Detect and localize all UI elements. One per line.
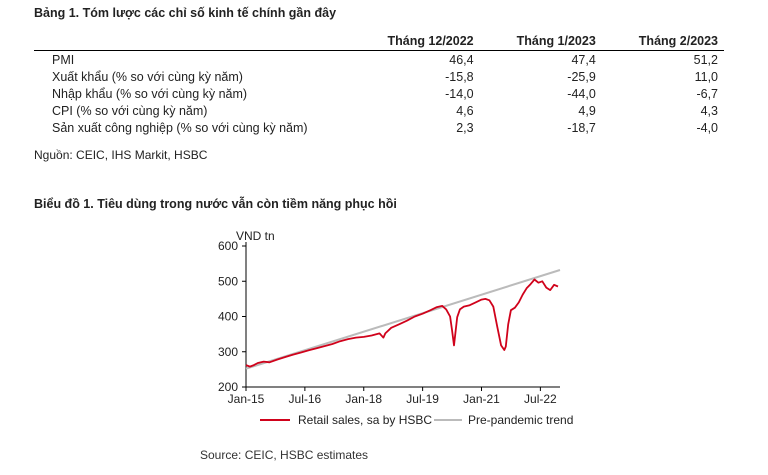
table-cell: 4,9 xyxy=(578,104,596,118)
header-cell: Tháng 1/2023 xyxy=(479,33,602,51)
y-axis-unit-label: VND tn xyxy=(236,229,275,243)
row-label: CPI (% so với cùng kỳ năm) xyxy=(52,104,208,118)
row-label: Xuất khẩu (% so với cùng kỳ năm) xyxy=(52,70,243,84)
x-tick-label: Jan-18 xyxy=(345,392,382,406)
row-label: Sản xuất công nghiệp (% so với cùng kỳ n… xyxy=(52,121,308,135)
table-row: Nhập khẩu (% so với cùng kỳ năm) -14,0 -… xyxy=(34,85,724,102)
y-tick-label: 400 xyxy=(218,310,238,324)
legend-label-pre-pandemic-trend: Pre-pandemic trend xyxy=(468,413,573,427)
table-row: PMI 46,4 47,4 51,2 xyxy=(34,51,724,69)
table-cell: -15,8 xyxy=(445,70,474,84)
table-header-row: Tháng 12/2022 Tháng 1/2023 Tháng 2/2023 xyxy=(34,33,724,51)
chart-title: Biểu đồ 1. Tiêu dùng trong nước vẫn còn … xyxy=(34,197,397,211)
table-cell: -14,0 xyxy=(445,87,474,101)
table-cell: 47,4 xyxy=(571,53,596,67)
row-label: PMI xyxy=(52,53,75,67)
header-cell: Tháng 12/2022 xyxy=(357,33,480,51)
indicators-table: Tháng 12/2022 Tháng 1/2023 Tháng 2/2023 … xyxy=(34,33,724,136)
y-tick-label: 600 xyxy=(218,239,238,253)
table-cell: -25,9 xyxy=(567,70,596,84)
table-source: Nguồn: CEIC, IHS Markit, HSBC xyxy=(34,148,208,162)
x-tick-label: Jul-16 xyxy=(289,392,322,406)
x-tick-label: Jul-19 xyxy=(406,392,439,406)
table-cell: 4,6 xyxy=(456,104,474,118)
table-cell: -44,0 xyxy=(567,87,596,101)
table-cell: -6,7 xyxy=(696,87,718,101)
legend-label-retail-sales: Retail sales, sa by HSBC xyxy=(298,413,432,427)
table-cell: 2,3 xyxy=(456,121,474,135)
chart-source: Source: CEIC, HSBC estimates xyxy=(200,448,369,462)
table-cell: 51,2 xyxy=(693,53,718,67)
table-cell: 46,4 xyxy=(449,53,474,67)
table-cell: -18,7 xyxy=(567,121,596,135)
table-cell: 11,0 xyxy=(694,70,718,84)
x-tick-label: Jul-22 xyxy=(524,392,557,406)
table-title: Bảng 1. Tóm lược các chỉ số kinh tế chín… xyxy=(34,6,337,20)
table-cell: -4,0 xyxy=(696,121,718,135)
x-tick-label: Jan-21 xyxy=(463,392,500,406)
table-row: CPI (% so với cùng kỳ năm) 4,6 4,9 4,3 xyxy=(34,102,724,119)
y-tick-label: 200 xyxy=(218,380,238,394)
x-tick-label: Jan-15 xyxy=(228,392,265,406)
y-tick-label: 500 xyxy=(218,274,238,288)
table-cell: 4,3 xyxy=(700,104,718,118)
row-label: Nhập khẩu (% so với cùng kỳ năm) xyxy=(52,87,248,101)
table-row: Sản xuất công nghiệp (% so với cùng kỳ n… xyxy=(34,119,724,136)
header-cell: Tháng 2/2023 xyxy=(601,33,724,51)
pre-pandemic-trend-line xyxy=(245,269,561,370)
y-tick-label: 300 xyxy=(218,345,238,359)
table-row: Xuất khẩu (% so với cùng kỳ năm) -15,8 -… xyxy=(34,68,724,85)
header-cell xyxy=(34,33,358,51)
retail-sales-line xyxy=(245,278,559,368)
